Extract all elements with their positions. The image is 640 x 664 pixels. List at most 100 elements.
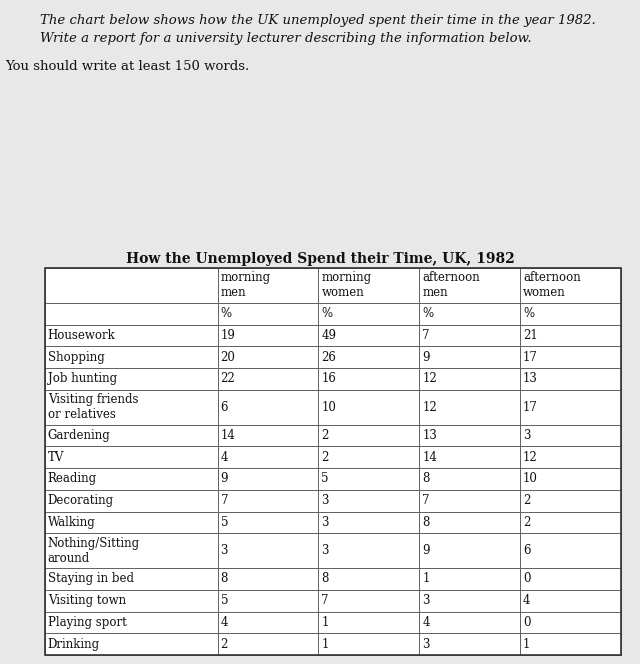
Text: 8: 8 — [422, 472, 429, 485]
Bar — [45, 612, 218, 633]
Text: 8: 8 — [221, 572, 228, 586]
Text: 4: 4 — [221, 451, 228, 463]
Bar — [520, 511, 621, 533]
Bar — [319, 446, 419, 468]
Bar — [45, 346, 218, 368]
Text: morning
women: morning women — [321, 272, 372, 299]
Bar — [520, 612, 621, 633]
Bar — [218, 490, 319, 511]
Bar — [45, 568, 218, 590]
Text: 22: 22 — [221, 373, 236, 385]
Bar — [319, 468, 419, 490]
Bar — [419, 325, 520, 346]
Bar — [45, 633, 218, 655]
Bar — [319, 590, 419, 612]
Bar — [319, 268, 419, 303]
Bar — [218, 390, 319, 424]
Bar — [520, 325, 621, 346]
Text: 6: 6 — [523, 544, 531, 557]
Text: 1: 1 — [422, 572, 429, 586]
Text: TV: TV — [48, 451, 64, 463]
Text: 1: 1 — [321, 616, 329, 629]
Text: 1: 1 — [523, 637, 531, 651]
Bar — [419, 468, 520, 490]
Text: You should write at least 150 words.: You should write at least 150 words. — [5, 60, 249, 73]
Bar — [319, 633, 419, 655]
Text: 13: 13 — [523, 373, 538, 385]
Bar — [520, 533, 621, 568]
Bar — [419, 490, 520, 511]
Bar — [319, 490, 419, 511]
Text: 7: 7 — [422, 494, 429, 507]
Text: 17: 17 — [523, 351, 538, 364]
Bar — [520, 590, 621, 612]
Bar — [419, 568, 520, 590]
Text: 13: 13 — [422, 429, 437, 442]
Text: 0: 0 — [523, 616, 531, 629]
Text: 1: 1 — [321, 637, 329, 651]
Bar — [520, 568, 621, 590]
Bar — [419, 390, 520, 424]
Text: 9: 9 — [221, 472, 228, 485]
Bar — [45, 468, 218, 490]
Text: 3: 3 — [422, 637, 429, 651]
Bar — [319, 325, 419, 346]
Text: Write a report for a university lecturer describing the information below.: Write a report for a university lecturer… — [40, 32, 532, 45]
Text: Walking: Walking — [48, 516, 95, 529]
Text: 12: 12 — [422, 373, 437, 385]
Text: 7: 7 — [221, 494, 228, 507]
Bar — [218, 511, 319, 533]
Text: 4: 4 — [221, 616, 228, 629]
Bar — [419, 590, 520, 612]
Bar — [218, 325, 319, 346]
Bar — [319, 533, 419, 568]
Text: 7: 7 — [321, 594, 329, 607]
Text: 5: 5 — [221, 594, 228, 607]
Text: 4: 4 — [523, 594, 531, 607]
Bar — [419, 633, 520, 655]
Text: 10: 10 — [523, 472, 538, 485]
Text: The chart below shows how the UK unemployed spent their time in the year 1982.: The chart below shows how the UK unemplo… — [40, 14, 596, 27]
Bar — [45, 533, 218, 568]
Bar — [520, 468, 621, 490]
Text: Gardening: Gardening — [48, 429, 111, 442]
Bar — [319, 424, 419, 446]
Bar — [45, 511, 218, 533]
Bar — [319, 612, 419, 633]
Text: Nothing/Sitting
around: Nothing/Sitting around — [48, 537, 140, 564]
Text: 3: 3 — [321, 516, 329, 529]
Text: 2: 2 — [321, 451, 329, 463]
Text: 5: 5 — [321, 472, 329, 485]
Text: 49: 49 — [321, 329, 337, 342]
Text: %: % — [221, 307, 232, 320]
Text: 7: 7 — [422, 329, 429, 342]
Bar — [319, 368, 419, 390]
Text: 26: 26 — [321, 351, 336, 364]
Bar — [419, 446, 520, 468]
Bar — [45, 268, 621, 655]
Text: afternoon
women: afternoon women — [523, 272, 580, 299]
Bar — [520, 268, 621, 303]
Text: 9: 9 — [422, 351, 429, 364]
Bar — [218, 368, 319, 390]
Bar — [45, 303, 218, 325]
Bar — [218, 612, 319, 633]
Text: 19: 19 — [221, 329, 236, 342]
Text: 9: 9 — [422, 544, 429, 557]
Text: morning
men: morning men — [221, 272, 271, 299]
Bar — [520, 633, 621, 655]
Bar — [520, 390, 621, 424]
Text: 3: 3 — [321, 544, 329, 557]
Text: Job hunting: Job hunting — [48, 373, 117, 385]
Bar — [218, 633, 319, 655]
Bar — [520, 368, 621, 390]
Bar — [520, 346, 621, 368]
Text: 2: 2 — [523, 516, 531, 529]
Text: 12: 12 — [523, 451, 538, 463]
Text: 3: 3 — [321, 494, 329, 507]
Text: %: % — [422, 307, 433, 320]
Bar — [218, 568, 319, 590]
Bar — [419, 511, 520, 533]
Text: 2: 2 — [221, 637, 228, 651]
Text: 2: 2 — [523, 494, 531, 507]
